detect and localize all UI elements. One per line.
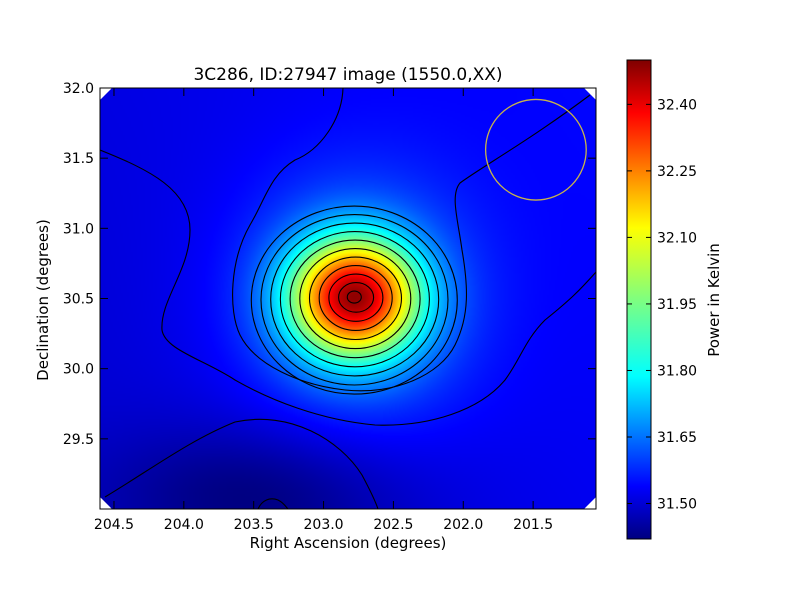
colorbar-label: Power in Kelvin — [705, 243, 723, 357]
beam-circle — [484, 98, 587, 201]
y-tick-label: 30.5 — [63, 292, 94, 308]
colorbar-tick-label: 31.50 — [657, 497, 697, 513]
colorbar-tick-label: 31.80 — [657, 363, 697, 379]
contour-lines — [100, 88, 596, 509]
x-tick-label: 203.0 — [304, 517, 344, 533]
contour-ring — [308, 256, 403, 341]
contour-ring — [318, 265, 393, 331]
colorbar-tick-label: 32.25 — [657, 164, 697, 180]
colorbar: 31.50 31.65 31.80 31.95 32.10 32.25 32.40 Powe… — [626, 59, 723, 540]
y-tick-label: 31.0 — [63, 221, 94, 237]
contour-ring — [270, 222, 440, 377]
x-axis-label: Right Ascension (degrees) — [250, 534, 447, 552]
y-axis: 29.5 30.0 30.5 31.0 31.5 32.0 — [63, 81, 596, 448]
chart-title: 3C286, ID:27947 image (1550.0,XX) — [193, 65, 502, 85]
x-tick-label: 202.5 — [373, 517, 413, 533]
x-tick-label: 202.0 — [443, 517, 483, 533]
colorbar-ticks: 31.50 31.65 31.80 31.95 32.10 32.25 32.40 — [627, 97, 697, 513]
colorbar-tick-label: 32.10 — [657, 230, 697, 246]
contour-ring — [260, 214, 449, 386]
y-tick-label: 29.5 — [63, 432, 94, 448]
y-tick-label: 31.5 — [63, 151, 94, 167]
contour-ring — [328, 273, 384, 322]
contour-ring — [250, 205, 458, 395]
x-tick-label: 201.5 — [513, 517, 553, 533]
colorbar-tick-label: 31.95 — [657, 297, 697, 313]
contour-line — [232, 88, 591, 392]
y-tick-label: 32.0 — [63, 81, 94, 97]
plot-area — [99, 87, 597, 510]
contour-line — [104, 418, 379, 509]
y-tick-label: 30.0 — [63, 362, 94, 378]
x-axis: 204.5 204.0 203.5 203.0 202.5 202.0 201.5 — [94, 88, 553, 533]
contour-rings — [250, 205, 458, 395]
contour-ring — [279, 231, 430, 368]
x-tick-label: 204.5 — [94, 517, 134, 533]
colorbar-gradient — [626, 59, 652, 540]
y-axis-label: Declination (degrees) — [34, 219, 52, 381]
colorbar-tick-label: 31.65 — [657, 430, 697, 446]
colorbar-tick-label: 32.40 — [657, 97, 697, 113]
contour-ring — [338, 282, 375, 313]
contour-ring — [299, 248, 412, 350]
contour-peak — [346, 290, 362, 304]
x-tick-label: 203.5 — [234, 517, 274, 533]
contour-line — [100, 149, 596, 426]
contour-ring — [289, 239, 421, 359]
contour-line — [257, 498, 289, 509]
x-tick-label: 204.0 — [164, 517, 204, 533]
